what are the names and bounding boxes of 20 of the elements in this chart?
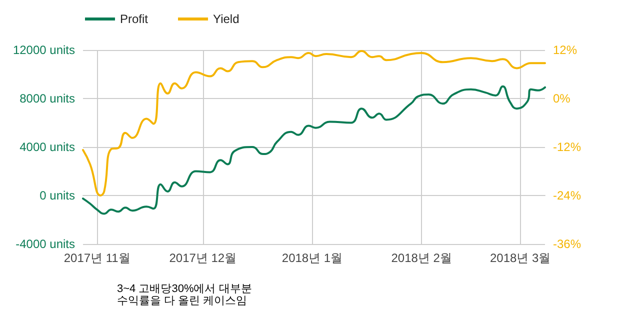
legend-label: Yield (213, 12, 240, 26)
y-tick-label: 8000 units (20, 92, 75, 106)
y2-tick-label: 0% (553, 92, 571, 106)
y-tick-label: -4000 units (16, 237, 75, 251)
line-series (82, 50, 546, 196)
x-tick-label: 2017년 11월 (64, 251, 130, 265)
y2-tick-label: -36% (553, 237, 582, 251)
y2-tick-label: -24% (553, 188, 582, 202)
y-tick-label: 4000 units (20, 140, 75, 154)
text: 3~4 고배당30%에서 대부분 수익률을 다 올린 케이스임 (117, 283, 252, 307)
x-tick-label: 2018년 1월 (282, 251, 343, 265)
y2-tick-label: -12% (553, 140, 582, 154)
y-tick-label: 0 units (40, 188, 75, 202)
y-tick-label: 12000 units (12, 43, 75, 57)
x-tick-label: 2018년 3월 (490, 251, 551, 265)
y2-tick-label: 12% (553, 43, 578, 57)
x-tick-label: 2017년 12월 (169, 251, 237, 265)
line-series (82, 85, 546, 215)
x-tick-label: 2018년 2월 (391, 251, 452, 265)
legend-label: Profit (120, 12, 149, 26)
